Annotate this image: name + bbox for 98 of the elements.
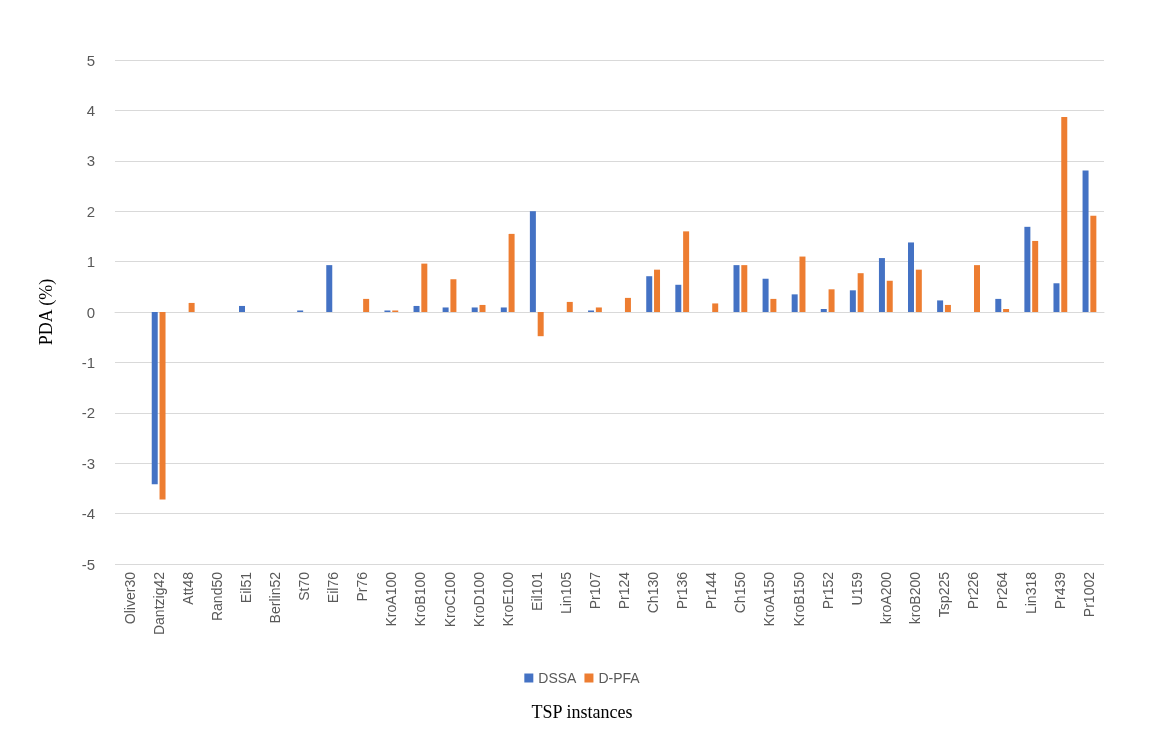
x-tick-label: Eil101 <box>528 571 545 611</box>
bar <box>741 265 748 312</box>
bar <box>915 269 922 312</box>
bar <box>151 312 158 485</box>
bar <box>363 298 370 312</box>
bar <box>421 263 428 312</box>
bar <box>595 307 602 312</box>
x-tick-label: Pr144 <box>703 571 720 610</box>
x-tick-label: Eil76 <box>325 571 342 604</box>
x-tick-label: KroE100 <box>499 571 516 627</box>
bar <box>675 284 682 312</box>
bar <box>828 289 835 312</box>
x-tick-label: Pr1002 <box>1081 571 1098 618</box>
bar <box>791 294 798 312</box>
bar <box>508 233 515 312</box>
bar <box>159 312 166 500</box>
bar <box>937 300 944 312</box>
bar <box>820 308 827 312</box>
x-tick-label: Dantzig42 <box>150 571 167 636</box>
legend-label: DSSA <box>538 670 578 686</box>
x-tick-label: KroD100 <box>470 571 487 628</box>
bar <box>886 280 893 312</box>
bar <box>908 242 915 312</box>
x-tick-label: KroB150 <box>790 571 807 627</box>
bar <box>770 298 777 312</box>
bar <box>479 304 486 312</box>
y-tick-label: -5 <box>81 555 95 573</box>
x-tick-label: KroC100 <box>441 571 458 628</box>
bar <box>450 279 457 312</box>
bar <box>799 256 806 312</box>
bar <box>762 278 769 312</box>
x-tick-label: Pr107 <box>586 571 603 610</box>
bar <box>529 211 536 312</box>
x-tick-label: Att48 <box>179 571 196 605</box>
y-tick-label: 1 <box>86 253 95 271</box>
y-tick-label: 2 <box>86 202 95 220</box>
x-tick-label: Ch130 <box>645 571 662 614</box>
x-tick-label: Pr152 <box>819 571 836 610</box>
x-tick-label: KroA100 <box>383 571 400 627</box>
x-tick-label: Eil51 <box>237 571 254 604</box>
bar <box>1003 308 1010 312</box>
bar <box>1090 215 1097 312</box>
bar <box>995 298 1002 312</box>
x-axis-title: TSP instances <box>531 702 633 722</box>
bar <box>500 307 507 312</box>
x-tick-label: Pr124 <box>616 571 633 610</box>
bar <box>188 302 195 312</box>
bar <box>239 305 245 312</box>
bar <box>1053 283 1060 312</box>
bar <box>566 301 573 312</box>
bar <box>654 269 661 312</box>
bar <box>537 312 544 337</box>
y-tick-label: -1 <box>81 353 95 371</box>
bar <box>471 307 478 312</box>
bar <box>878 258 885 312</box>
x-tick-label: Pr264 <box>994 571 1011 610</box>
x-tick-label: Pr226 <box>965 571 982 610</box>
x-tick-label: U159 <box>848 571 865 606</box>
y-tick-label: -2 <box>81 404 95 422</box>
legend-label: D-PFA <box>598 670 641 686</box>
x-tick-label: KroA150 <box>761 571 778 627</box>
x-tick-label: St70 <box>296 571 313 601</box>
bar <box>974 265 980 312</box>
y-tick-label: -4 <box>81 505 95 523</box>
bar <box>1024 226 1031 312</box>
x-tick-label: Pr136 <box>674 571 691 610</box>
x-tick-label: Pr76 <box>354 571 371 602</box>
bar <box>1032 240 1039 312</box>
bar <box>646 276 653 312</box>
y-tick-label: 5 <box>86 51 95 69</box>
bar <box>944 304 951 312</box>
y-axis-title: PDA (%) <box>36 278 57 346</box>
y-tick-label: 0 <box>86 303 95 321</box>
y-tick-label: 3 <box>86 152 95 170</box>
bar <box>733 265 740 312</box>
bar <box>712 303 719 312</box>
x-tick-label: KroB100 <box>412 571 429 627</box>
x-tick-label: Pr439 <box>1052 571 1069 610</box>
bar <box>413 305 420 312</box>
bar <box>442 307 449 312</box>
x-tick-label: Ch150 <box>732 571 749 614</box>
x-tick-label: Berlin52 <box>266 571 283 624</box>
x-tick-label: Oliver30 <box>121 571 138 625</box>
bar <box>1061 116 1068 312</box>
x-tick-label: Rand50 <box>208 571 225 622</box>
bar <box>857 273 864 312</box>
bar <box>326 265 333 312</box>
y-tick-label: 4 <box>86 101 95 119</box>
x-tick-label: kroA200 <box>877 571 894 625</box>
x-tick-label: Tsp225 <box>936 571 953 618</box>
bar <box>683 231 690 312</box>
x-tick-label: kroB200 <box>906 571 923 625</box>
x-tick-label: Lin105 <box>557 571 574 615</box>
bar <box>624 297 631 312</box>
x-tick-label: Lin318 <box>1023 571 1040 615</box>
bar <box>1082 170 1089 312</box>
bar <box>849 290 856 312</box>
y-tick-label: -3 <box>81 454 95 472</box>
